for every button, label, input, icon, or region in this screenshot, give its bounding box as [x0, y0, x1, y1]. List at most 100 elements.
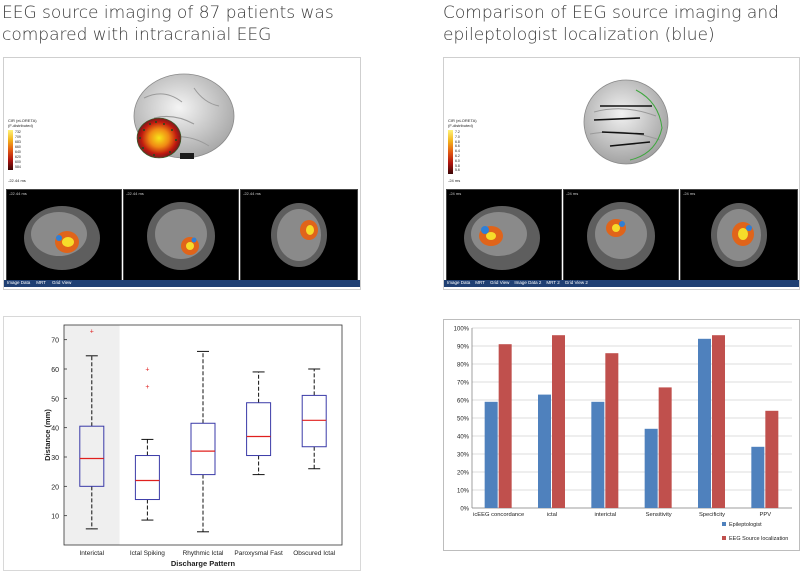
scale-value: 620 — [15, 155, 21, 159]
legend-swatch — [722, 536, 726, 540]
scan-time: -24 ms — [449, 191, 462, 196]
tab-mrt[interactable]: MRT — [475, 280, 485, 285]
y-tick-label: 0% — [460, 507, 469, 513]
x-category-label: Rhythmic Ictal — [183, 550, 224, 557]
scale-value: 640 — [15, 150, 21, 154]
bar-epileptologist — [751, 446, 765, 508]
left-mri-axial: -22.44 ms — [240, 189, 358, 281]
y-tick-label: 30% — [457, 453, 470, 459]
scan-time: -24 ms — [566, 191, 579, 196]
bar-esi — [552, 335, 565, 508]
bar-epileptologist — [484, 401, 498, 508]
y-tick-label: 60 — [51, 367, 59, 374]
tab-image-data[interactable]: Image Data — [7, 280, 31, 285]
tab-mrt[interactable]: MRT — [36, 280, 46, 285]
y-tick-label: 10% — [457, 489, 470, 495]
right-statusbar — [444, 280, 799, 287]
box-iqr — [134, 455, 160, 501]
y-tick-label: 30 — [51, 455, 59, 462]
scale-value: 6.4 — [455, 149, 460, 154]
scale-value: 7.0 — [455, 134, 460, 139]
tab-mrt-2[interactable]: MRT 2 — [546, 280, 560, 285]
bar-chart: 0% 10% 20% 30% 40% 50% 60% 70% 80% 90% 100% icEEG c… — [454, 327, 792, 542]
scale-value: 6.8 — [455, 139, 460, 144]
right-scale-title: CIR (eLORETA) — [448, 118, 477, 123]
x-category-label: Ictal Spiking — [130, 550, 165, 557]
left-mri-coronal: -22.44 ms — [123, 189, 239, 281]
tab-grid-view-2[interactable]: Grid View 2 — [564, 280, 588, 285]
x-category-label: Interictal — [80, 550, 105, 557]
left-tabbar: Image Data MRT Grid View — [4, 280, 71, 287]
x-category-label: icEEG concordance — [473, 512, 524, 518]
scale-value: 600 — [15, 160, 21, 164]
y-tick-label: 50% — [457, 417, 470, 423]
legend-swatch — [722, 522, 726, 526]
left-scale-sub: (F-distributed) — [8, 123, 33, 128]
x-category-label: ictal — [547, 512, 557, 518]
scale-value: 6.2 — [455, 153, 460, 158]
bar-esi — [765, 410, 779, 508]
scale-value: 584 — [15, 165, 21, 169]
scale-value: 5.6 — [455, 168, 460, 173]
outlier-point: + — [90, 328, 94, 335]
right-esi-screenshot: CIR (eLORETA) (F-distributed) 7.2 7.0 6.… — [443, 57, 800, 290]
bar-esi — [712, 335, 725, 508]
tab-image-data-2[interactable]: Image Data 2 — [514, 280, 542, 285]
x-axis-label: Discharge Pattern — [171, 559, 236, 568]
y-tick-label: 50 — [51, 396, 59, 403]
x-category-label: Specificity — [699, 512, 725, 518]
scan-time: -22.44 ms — [126, 191, 144, 196]
y-tick-label: 20 — [51, 484, 59, 491]
bar-esi — [658, 387, 672, 508]
right-mri-coronal: -24 ms — [563, 189, 679, 281]
plot-frame — [63, 324, 343, 546]
x-category-label: interictal — [595, 512, 617, 518]
tab-grid-view[interactable]: Grid View — [51, 280, 72, 285]
legend-label: Epileptologist — [729, 522, 762, 528]
scale-value: 6.6 — [455, 144, 460, 149]
bar-esi — [498, 344, 512, 508]
x-category-label: Sensitivity — [646, 512, 672, 518]
bar-epileptologist — [538, 394, 551, 508]
tab-grid-view[interactable]: Grid View — [489, 280, 510, 285]
right-colorscale: CIR (eLORETA) (F-distributed) 7.2 7.0 6.… — [448, 118, 488, 183]
left-headline: EEG source imaging of 87 patients was co… — [2, 3, 334, 45]
left-scale-title: CIR (eLORETA) — [8, 118, 37, 123]
y-tick-label: 100% — [454, 327, 470, 333]
y-tick-label: 60% — [457, 399, 470, 405]
right-scale-gradient — [448, 130, 453, 174]
bar-epileptologist — [591, 401, 605, 508]
shaded-category-band — [64, 325, 120, 545]
scale-value: 7.2 — [455, 130, 460, 134]
right-headline: Comparison of EEG source imaging and epi… — [443, 3, 779, 45]
barchart-panel: 0% 10% 20% 30% 40% 50% 60% 70% 80% 90% 100% icEEG c… — [443, 319, 800, 551]
left-mri-sagittal: -22.44 ms — [6, 189, 122, 281]
x-category-label: PPV — [760, 512, 772, 518]
right-mri-sagittal: -24 ms — [446, 189, 562, 281]
left-brain-render — [133, 73, 235, 159]
y-tick-label: 10 — [51, 514, 59, 521]
y-tick-label: 40% — [457, 435, 470, 441]
left-statusbar — [4, 280, 360, 287]
left-scale-gradient — [8, 130, 13, 170]
y-tick-label: 70 — [51, 338, 59, 345]
y-tick-label: 70% — [457, 381, 470, 387]
y-tick-label: 80% — [457, 363, 470, 369]
bar-epileptologist — [698, 338, 711, 508]
right-scale-sub: (F-distributed) — [448, 123, 473, 128]
boxplot-chart: 10 20 30 40 50 60 70 Interictal Ictal Spiking Rhy… — [43, 324, 343, 568]
y-tick-label: 40 — [51, 426, 59, 433]
box-iqr — [246, 402, 272, 457]
x-category-label: Obscured Ictal — [293, 550, 335, 557]
bar-epileptologist — [644, 428, 658, 508]
tab-image-data[interactable]: Image Data — [447, 280, 471, 285]
box-iqr — [190, 422, 216, 476]
bar-esi — [605, 353, 619, 508]
scale-value: 732 — [15, 130, 21, 134]
scale-value: 683 — [15, 140, 21, 144]
outlier-point: + — [145, 384, 149, 391]
left-colorscale: CIR (eLORETA) (F-distributed) 732 709 68… — [8, 118, 48, 183]
right-brain-render — [583, 79, 669, 165]
y-axis-label: Distance (mm) — [43, 409, 52, 461]
legend-label: EEG Source localization — [729, 536, 788, 542]
